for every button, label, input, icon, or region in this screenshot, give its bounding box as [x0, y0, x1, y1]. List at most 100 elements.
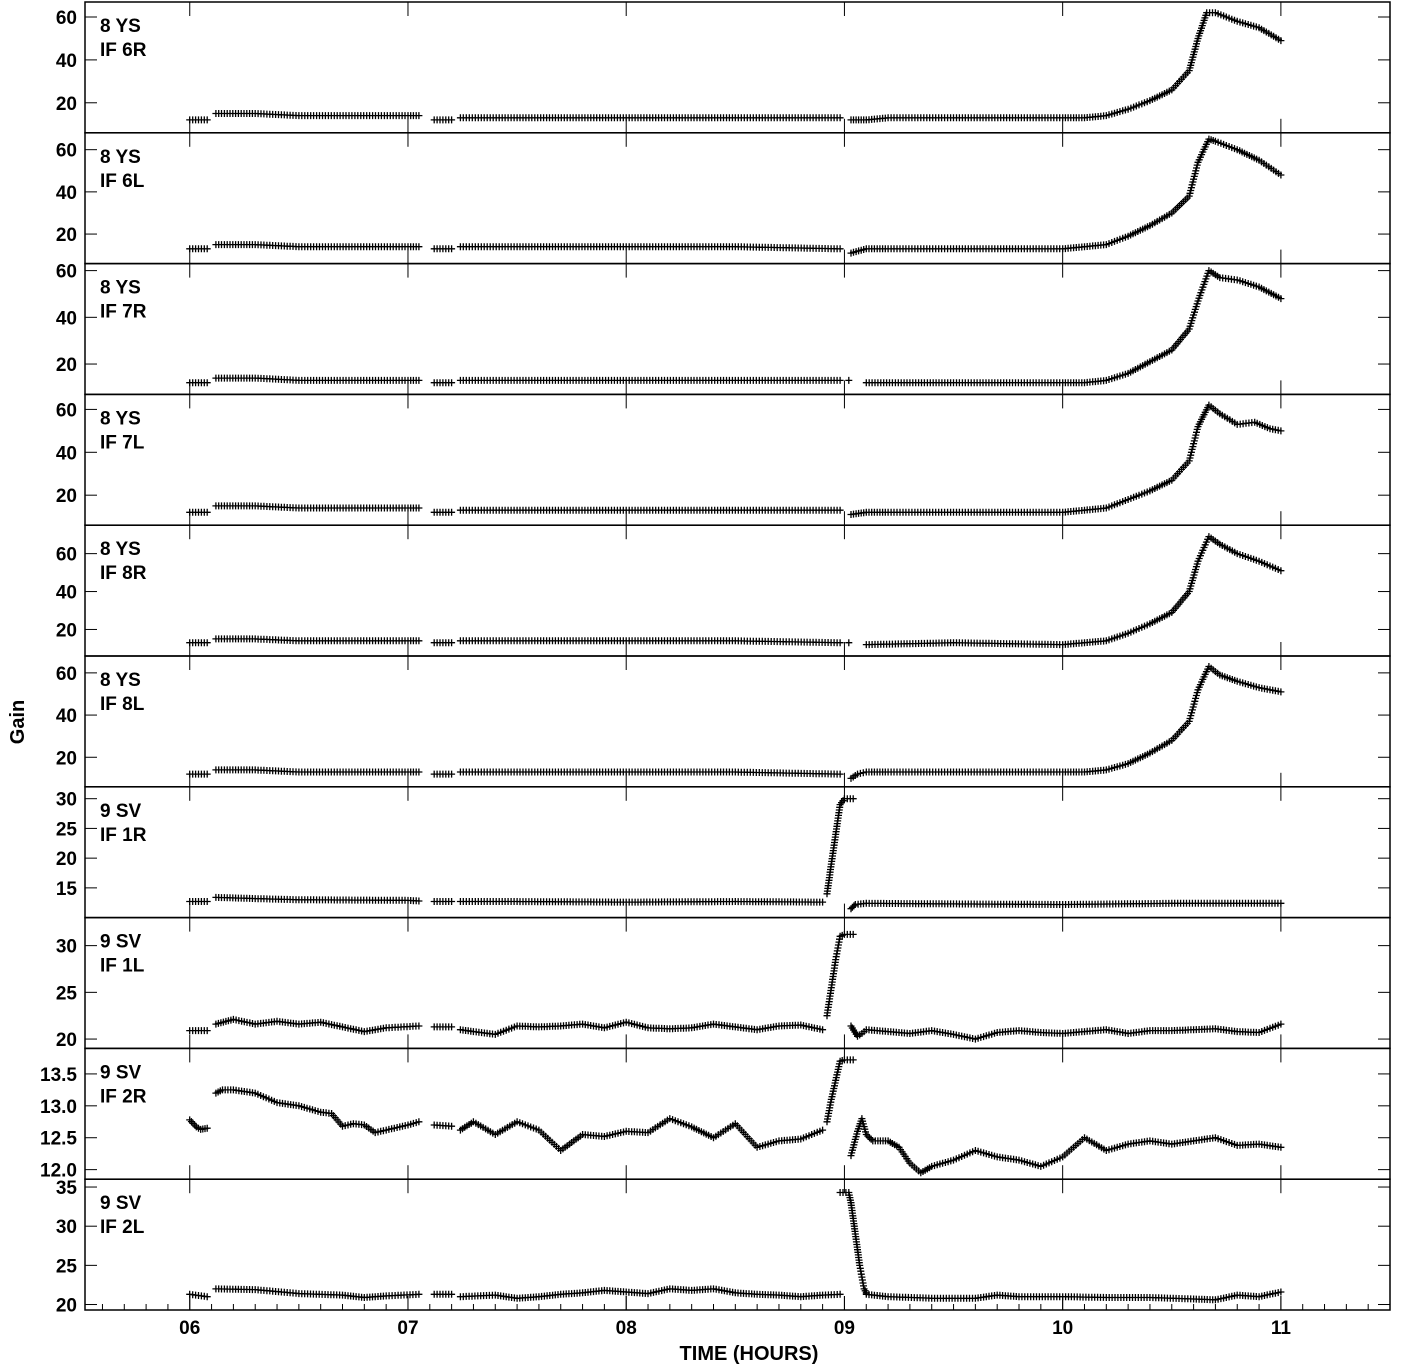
- x-tick-label: 08: [616, 1318, 637, 1339]
- panel-5: 20 40 60 8 YS IF 8R: [56, 525, 1390, 656]
- series-segment: [186, 379, 211, 387]
- data-points: [430, 639, 456, 647]
- data-points: [862, 533, 1285, 649]
- panel-label-station: 8 YS: [100, 147, 141, 168]
- data-points: [186, 1290, 211, 1301]
- y-tick-label: 30: [56, 1217, 77, 1238]
- series-segment: [847, 1115, 1285, 1177]
- panel-label-if: IF 1R: [100, 825, 147, 846]
- series-segment: [845, 639, 853, 647]
- data-points: [212, 241, 423, 251]
- y-tick-label: 40: [56, 308, 77, 329]
- y-tick-label: 20: [56, 355, 77, 376]
- panel-label-station: 8 YS: [100, 539, 141, 560]
- data-points: [847, 899, 1285, 913]
- data-points: [186, 1027, 211, 1035]
- data-points: [847, 663, 1285, 782]
- panel-6: 20 40 60 8 YS IF 8L: [56, 656, 1390, 787]
- series-segment: [186, 898, 211, 905]
- series-segment: [456, 506, 844, 514]
- y-tick-label: 20: [56, 849, 77, 870]
- data-points: [212, 1285, 423, 1301]
- series-segment: [212, 1285, 423, 1301]
- series-segment: [212, 502, 423, 512]
- data-points: [823, 795, 857, 898]
- y-tick-label: 60: [56, 664, 77, 685]
- y-tick-label: 20: [56, 748, 77, 769]
- y-tick-label: 60: [56, 262, 77, 283]
- data-points: [430, 770, 456, 778]
- data-points: [212, 1015, 423, 1036]
- series-segment: [836, 1189, 870, 1297]
- series-segment: [847, 663, 1285, 782]
- data-points: [847, 135, 1285, 257]
- series-segment: [847, 9, 1285, 124]
- data-points: [186, 770, 211, 778]
- x-tick-label: 09: [834, 1318, 855, 1339]
- series-segment: [862, 1288, 1285, 1304]
- data-points: [456, 768, 844, 778]
- series-segment: [862, 267, 1285, 387]
- panel-frame: [84, 1047, 1391, 1180]
- panel-label-station: 8 YS: [100, 16, 141, 37]
- data-points: [456, 637, 844, 647]
- y-tick-label: 60: [56, 141, 77, 162]
- series-segment: [823, 1056, 857, 1126]
- panel-label-if: IF 2L: [100, 1217, 145, 1238]
- series-segment: [186, 116, 211, 124]
- y-tick-label: 30: [56, 937, 77, 958]
- panel-2: 20 40 60 8 YS IF 6L: [56, 132, 1390, 264]
- series-segment: [186, 770, 211, 778]
- data-points: [212, 1086, 423, 1137]
- panel-label-if: IF 7L: [100, 432, 145, 453]
- panel-label-station: 9 SV: [100, 801, 142, 822]
- panels: 20 40 60 8 YS IF 6R 20 40 60 8 YS IF 6L 20 40 60 8 YS…: [40, 2, 1390, 1317]
- series-segment: [212, 893, 423, 905]
- data-points: [186, 1116, 211, 1133]
- data-points: [430, 379, 456, 387]
- panel-frame: [84, 1178, 1391, 1311]
- series-segment: [823, 795, 857, 898]
- y-axis-label: Gain: [7, 700, 29, 744]
- data-points: [456, 898, 827, 906]
- panel-label-if: IF 6L: [100, 171, 145, 192]
- series-segment: [456, 898, 827, 906]
- series-segment: [212, 635, 423, 645]
- y-tick-label: 25: [56, 983, 78, 1004]
- data-points: [456, 506, 844, 514]
- data-points: [847, 1020, 1285, 1043]
- data-points: [212, 502, 423, 512]
- data-points: [212, 110, 423, 120]
- series-segment: [430, 1023, 456, 1031]
- data-points: [186, 508, 211, 516]
- panel-label-station: 8 YS: [100, 408, 141, 429]
- data-points: [845, 376, 853, 384]
- data-points: [847, 1115, 1285, 1177]
- y-tick-label: 20: [56, 486, 77, 507]
- data-points: [186, 379, 211, 387]
- x-axis-label: TIME (HOURS): [680, 1343, 819, 1365]
- series-segment: [186, 508, 211, 516]
- data-points: [456, 1115, 827, 1154]
- panel-label-if: IF 1L: [100, 956, 145, 977]
- series-segment: [430, 1121, 456, 1130]
- y-tick-label: 15: [56, 879, 78, 900]
- data-points: [862, 1288, 1285, 1304]
- panel-label-if: IF 8R: [100, 563, 147, 584]
- series-segment: [456, 376, 844, 384]
- panel-label-station: 9 SV: [100, 1193, 142, 1214]
- data-points: [430, 1121, 456, 1130]
- data-points: [186, 245, 211, 253]
- series-segment: [186, 245, 211, 253]
- panel-label-if: IF 6R: [100, 40, 147, 61]
- series-segment: [847, 135, 1285, 257]
- series-segment: [847, 899, 1285, 913]
- panel-label-if: IF 7R: [100, 302, 147, 323]
- panel-8: 20 25 30 9 SV IF 1L: [56, 917, 1390, 1051]
- series-segment: [430, 508, 456, 516]
- series-segment: [456, 114, 844, 122]
- series-segment: [847, 1020, 1285, 1043]
- data-points: [845, 639, 853, 647]
- y-tick-label: 20: [56, 225, 77, 246]
- panel-frame: [84, 262, 1391, 396]
